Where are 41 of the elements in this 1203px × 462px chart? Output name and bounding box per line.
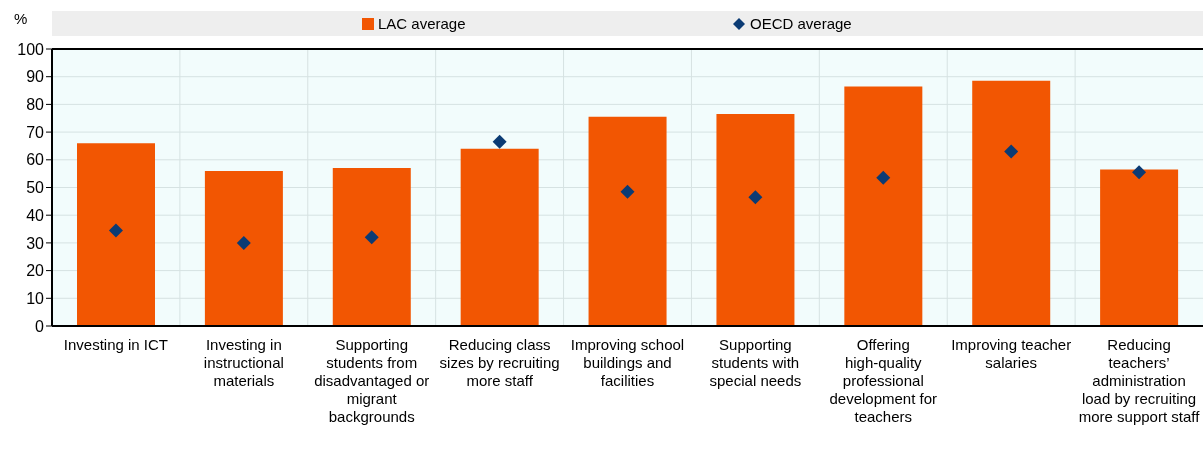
point <box>108 223 123 238</box>
bar <box>204 170 283 326</box>
bar <box>77 143 155 326</box>
y-axis-title: % <box>14 10 28 27</box>
point <box>236 235 251 250</box>
x-tick-label: Reducing teachers’ administration load by recruiting more support staff <box>1078 336 1201 425</box>
bar <box>716 114 795 326</box>
bar <box>332 168 411 326</box>
x-tick-label: Improving school buildings and facilities <box>570 336 685 389</box>
y-tick-label: 50 <box>26 179 45 197</box>
bar <box>972 80 1051 326</box>
x-tick-label: Supporting students with special needs <box>709 336 802 389</box>
x-tick-label: Improving teacher salaries <box>951 336 1072 371</box>
x-tick-label: Investing in instructional materials <box>203 336 284 389</box>
point <box>748 190 763 205</box>
y-tick-label: 60 <box>26 151 45 169</box>
point <box>1004 144 1019 159</box>
y-tick-label: 40 <box>26 206 45 224</box>
legend-label: LAC average <box>377 15 466 32</box>
point <box>1132 165 1147 180</box>
point <box>876 170 891 185</box>
y-tick-label: 0 <box>35 317 45 335</box>
y-tick-label: 20 <box>26 262 45 280</box>
bar <box>1100 169 1179 326</box>
x-tick-label: Investing in ICT <box>63 336 169 353</box>
x-tick-label: Reducing class sizes by recruiting more staff <box>439 336 560 389</box>
y-tick-label: 70 <box>26 123 45 141</box>
point <box>364 230 379 245</box>
point <box>620 184 635 199</box>
y-tick-label: 10 <box>26 289 45 307</box>
x-tick-label: Supporting students from disadvantaged or migrant backgrounds <box>314 336 430 425</box>
y-tick-label: 30 <box>26 234 45 252</box>
y-tick-label: 90 <box>26 68 45 86</box>
bar <box>460 148 539 326</box>
legend-label: OECD average <box>749 15 852 32</box>
bar <box>588 116 667 326</box>
x-tick-label: Offering high-quality professional development for teachers <box>829 336 938 425</box>
point <box>492 134 507 149</box>
y-tick-label: 100 <box>17 40 45 58</box>
bar <box>844 86 923 326</box>
y-tick-label: 80 <box>26 96 45 114</box>
